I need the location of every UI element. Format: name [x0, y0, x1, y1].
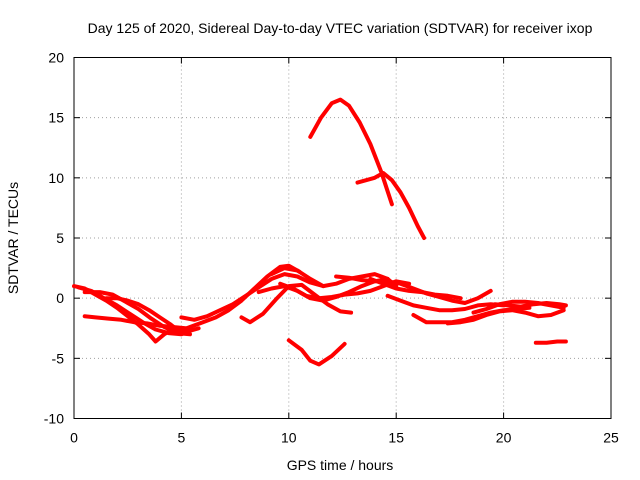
x-tick-label: 5	[178, 430, 186, 446]
x-axis-label: GPS time / hours	[287, 457, 394, 473]
y-tick-label: 15	[48, 110, 64, 126]
series-line-arc-15	[334, 274, 493, 305]
series-line-arc-4	[82, 314, 188, 331]
axis-ticks: 0 5 10 15 20 25 -10 -5 0 5 10 15 20	[44, 50, 619, 446]
y-tick-label: 10	[48, 170, 64, 186]
y-tick-label: -5	[52, 350, 65, 366]
x-tick-label: 0	[70, 430, 78, 446]
y-tick-label: 5	[56, 230, 64, 246]
series-line-arc-13	[308, 97, 394, 207]
chart-title: Day 125 of 2020, Sidereal Day-to-day VTE…	[88, 20, 593, 36]
y-tick-label: 0	[56, 290, 64, 306]
series-line-arc-5	[104, 296, 184, 336]
series-group	[72, 97, 568, 367]
x-tick-label: 25	[603, 430, 619, 446]
series-line-arc-17	[385, 293, 506, 313]
x-tick-label: 10	[281, 430, 297, 446]
y-axis-label: SDTVAR / TECUs	[5, 182, 21, 294]
series-line-arc-7	[179, 272, 326, 322]
series-line-arc-12	[286, 338, 347, 367]
series-line-arc-19	[445, 308, 566, 326]
x-tick-label: 15	[388, 430, 404, 446]
grid	[74, 57, 611, 419]
series-line-arc-11	[269, 266, 399, 289]
series-line-arc-8	[239, 282, 354, 325]
series-line-arc-9	[256, 276, 390, 303]
x-tick-label: 20	[496, 430, 512, 446]
series-line-arc-21	[493, 301, 568, 309]
series-line-arc-16	[368, 276, 463, 301]
y-tick-label: 20	[48, 50, 64, 66]
series-line-arc-14	[355, 171, 427, 240]
y-tick-label: -10	[44, 411, 64, 427]
series-line-arc-3	[82, 290, 192, 337]
series-line-arc-22	[533, 339, 568, 345]
